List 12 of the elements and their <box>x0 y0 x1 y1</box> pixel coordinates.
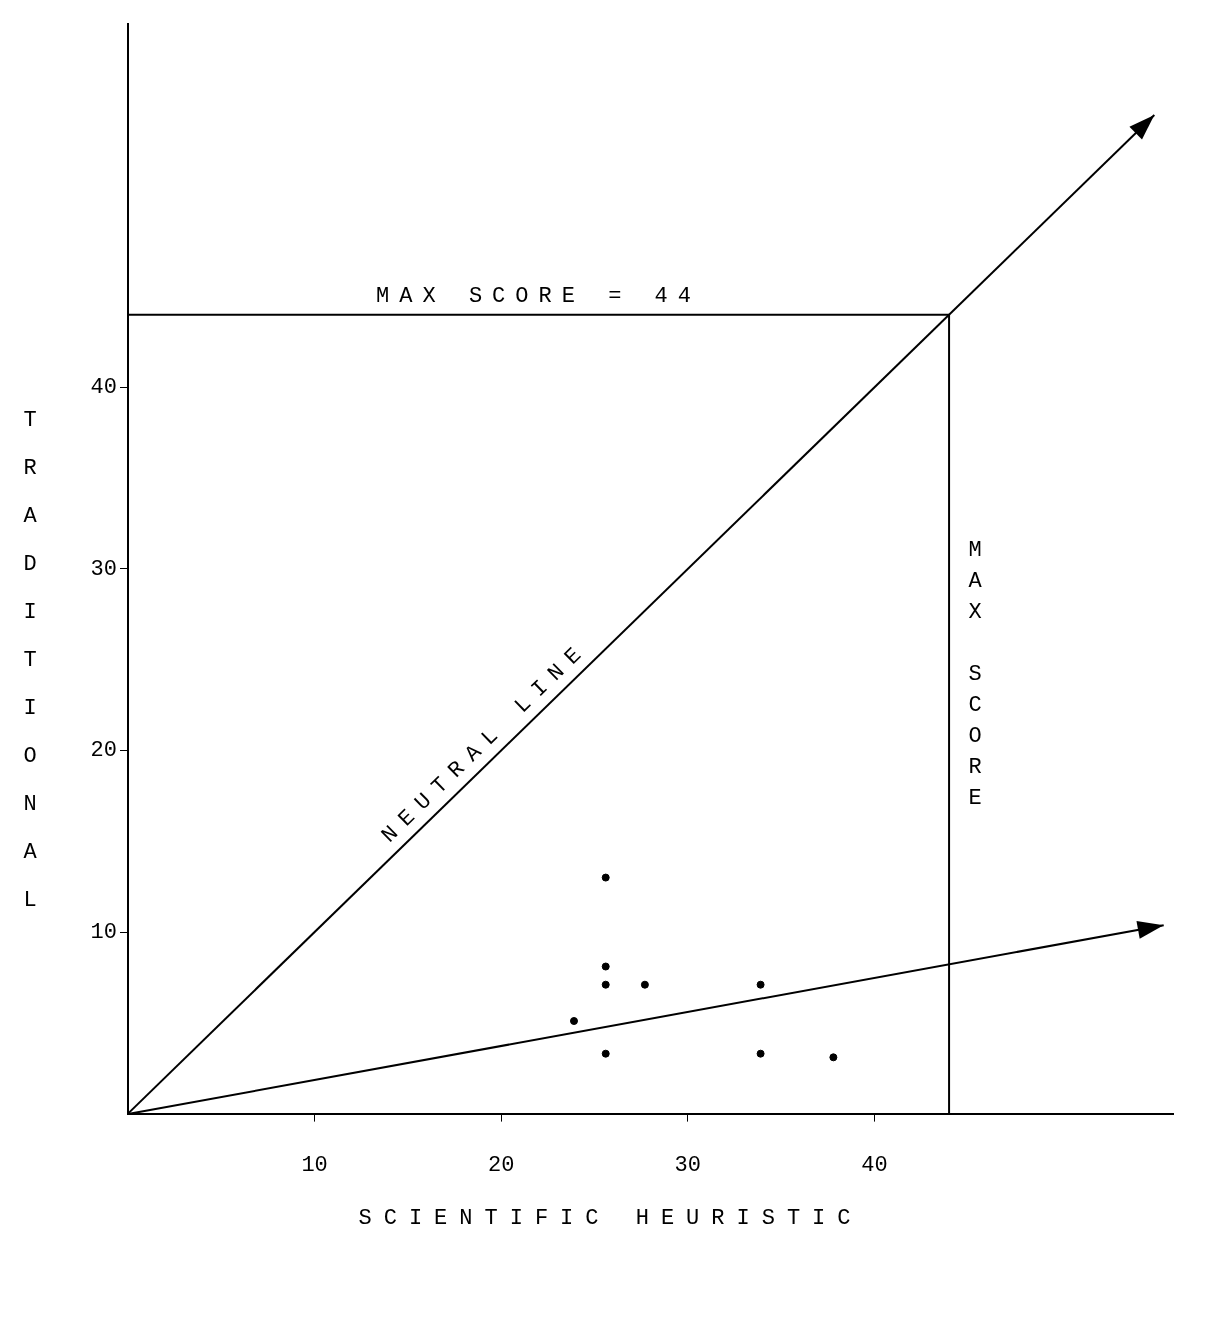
x-tick-label: 10 <box>301 1152 328 1178</box>
text: TRADITIONAL <box>23 407 37 913</box>
y-tick-label: 40 <box>90 375 117 401</box>
x-tick-label: 20 <box>488 1152 515 1178</box>
y-tick-label: 10 <box>90 919 117 945</box>
y-tick-label: 20 <box>90 738 117 764</box>
y-tick-label: 30 <box>90 556 117 582</box>
ref-line-label: MAX SCORE = 44 <box>376 283 701 309</box>
text: MAX SCORE <box>968 537 982 811</box>
x-axis-title: SCIENTIFIC HEURISTIC <box>358 1206 863 1232</box>
x-tick-label: 30 <box>674 1152 702 1178</box>
x-tick-label: 40 <box>861 1152 888 1178</box>
